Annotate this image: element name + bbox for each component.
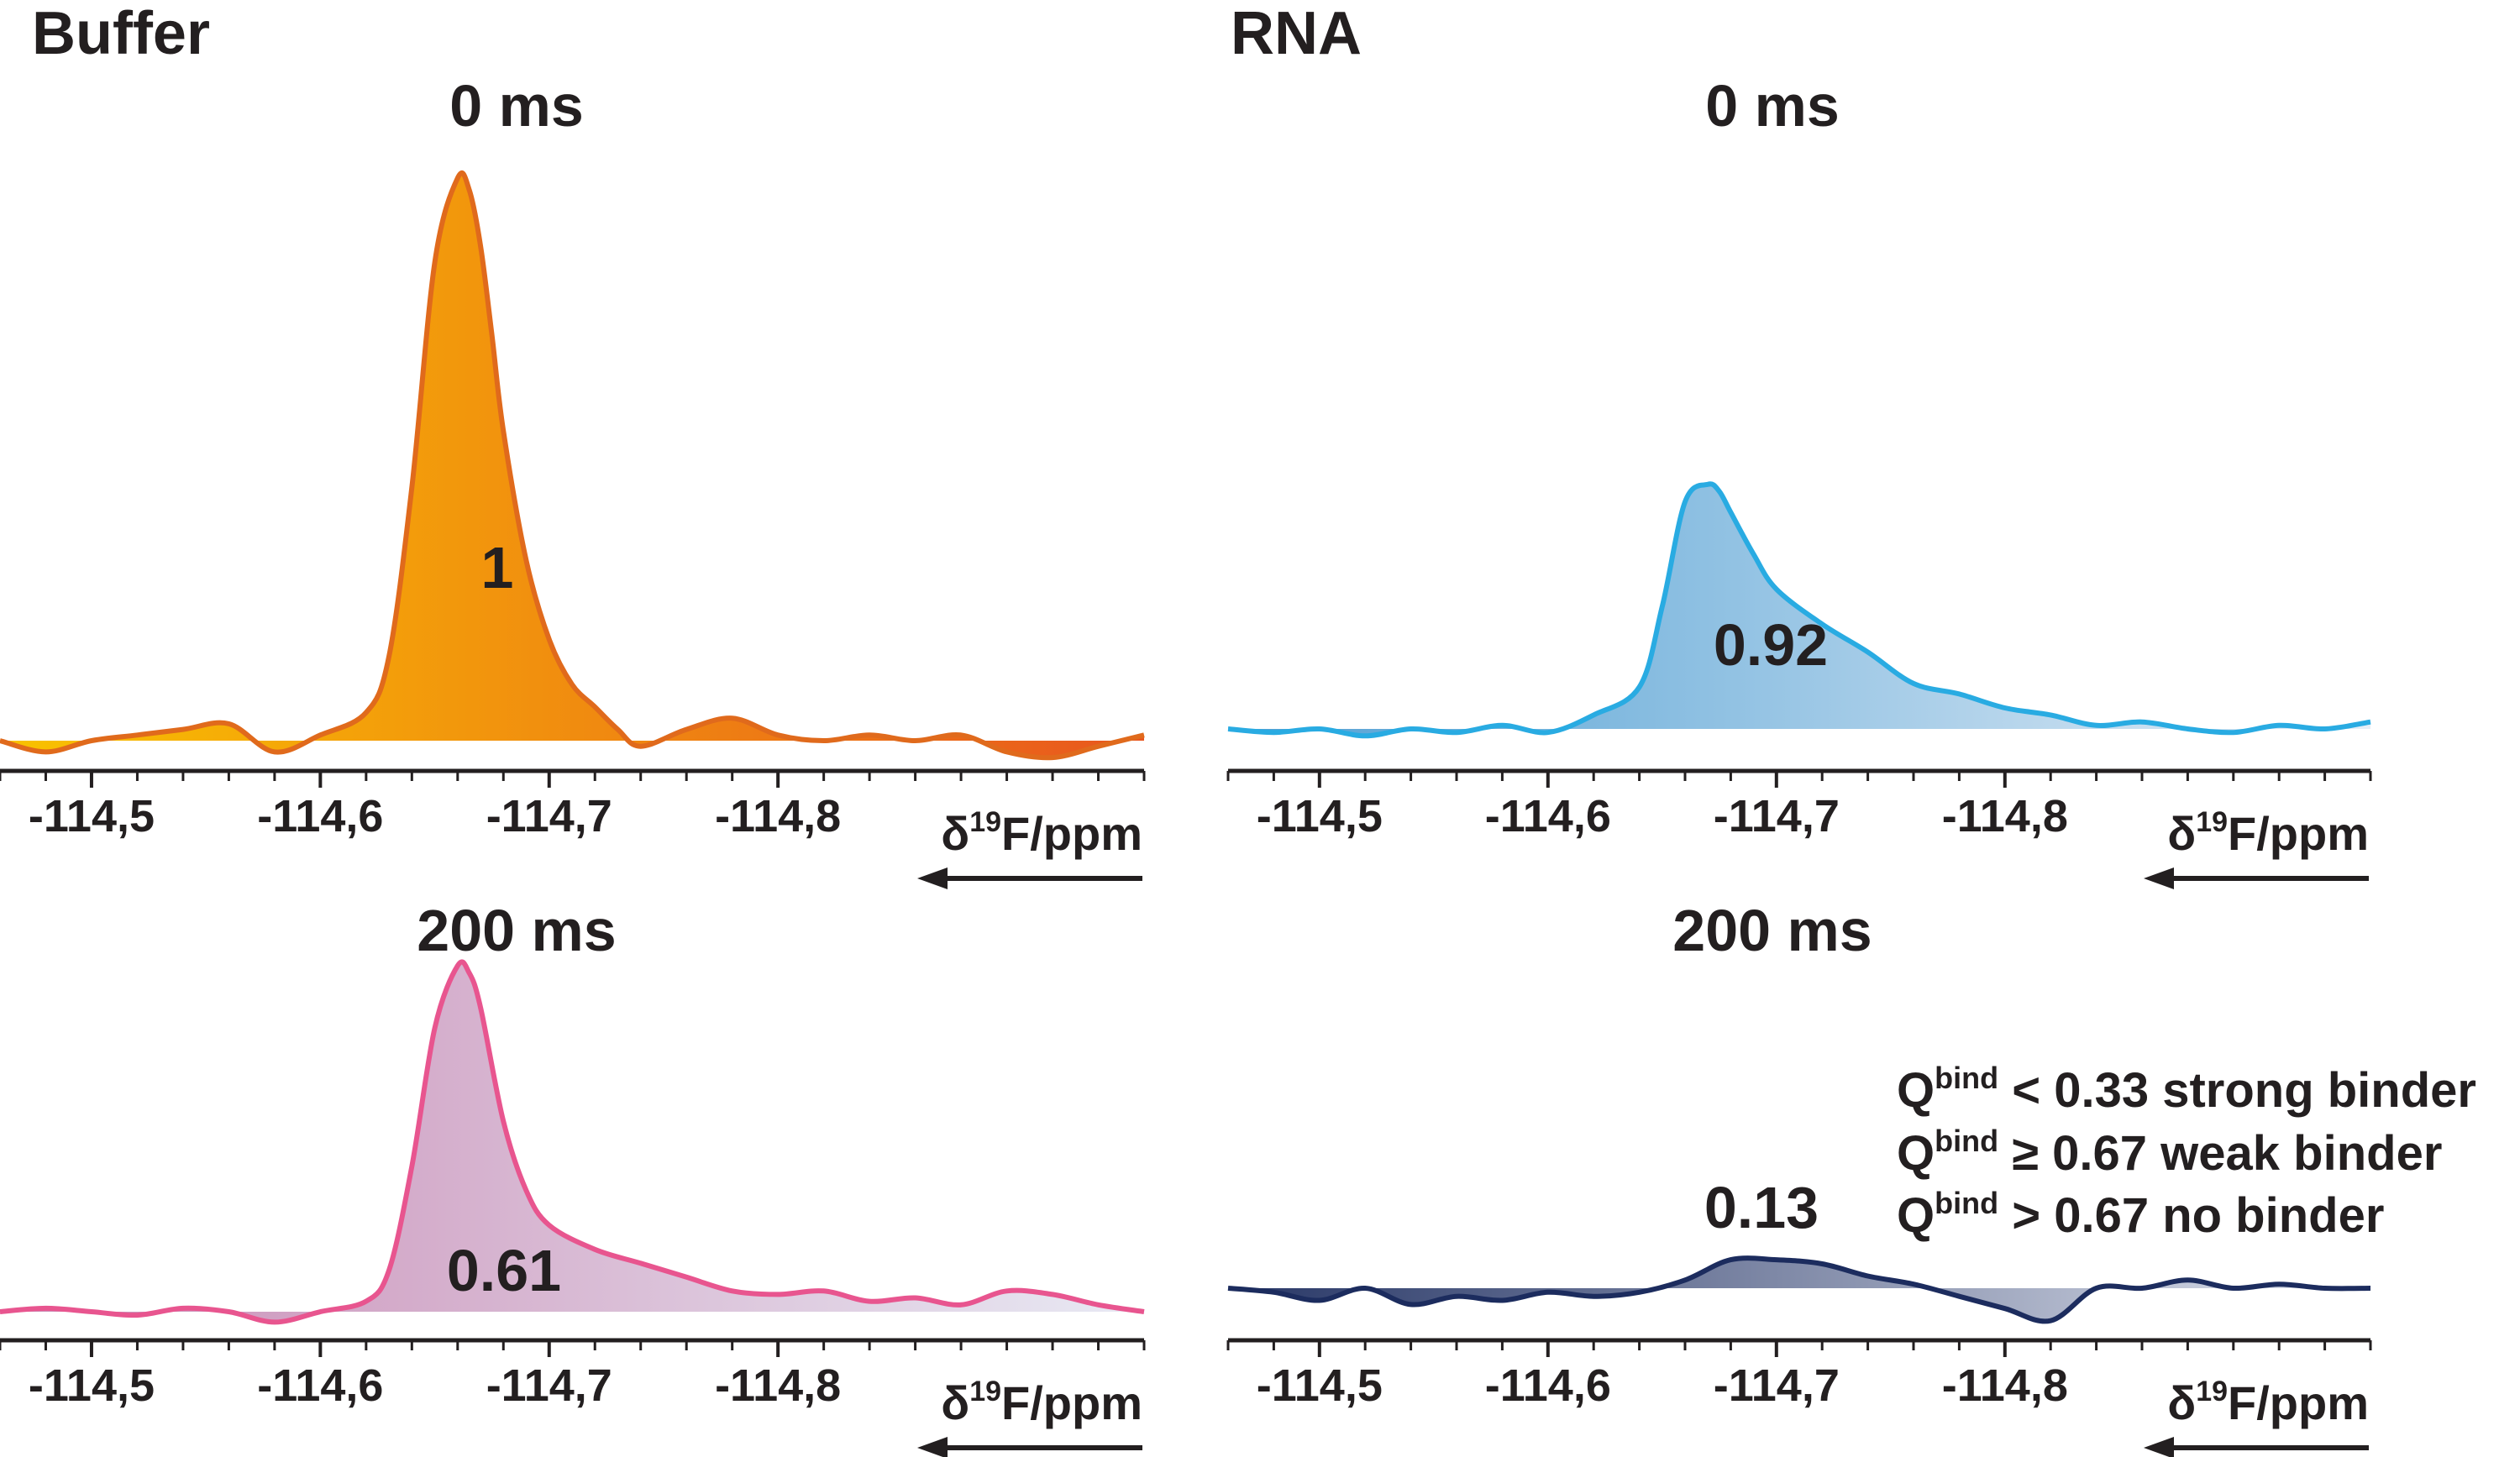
tick-label: -114,7 xyxy=(486,1360,612,1411)
integral-label: 0.92 xyxy=(1714,612,1828,678)
x-axis-label-sup: 19 xyxy=(2196,1376,2228,1407)
tick-label: -114,7 xyxy=(1714,1360,1840,1411)
spectrum-line xyxy=(0,170,1145,761)
legend-q: Q xyxy=(1897,1063,1935,1118)
x-axis-label-delta: δ xyxy=(2167,807,2196,860)
buffer-panel-title: Buffer xyxy=(32,0,210,67)
tick-label: -114,5 xyxy=(29,791,155,841)
spectrum-buffer-200ms: -114,5 -114,6 -114,7 -114,8 δ19F/ppm 200 ms 0.… xyxy=(0,898,1146,1457)
x-axis-label: δ19F/ppm xyxy=(2167,806,2369,860)
spectrum-fill xyxy=(0,962,1144,1323)
spectrum-line xyxy=(1227,481,2371,739)
legend-text: ≥ 0.67 weak binder xyxy=(1998,1126,2442,1181)
tick-label: -114,6 xyxy=(257,1360,383,1411)
legend-sup: bind xyxy=(1935,1124,1998,1158)
subplot-title: 0 ms xyxy=(1705,73,1840,139)
spectrum-line xyxy=(1227,1255,2371,1324)
legend-line-strong: Qbind < 0.33 strong binder xyxy=(1897,1061,2476,1118)
integral-label: 0.61 xyxy=(447,1238,561,1303)
spectrum-buffer-0ms: -114,5 -114,6 -114,7 -114,8 δ19F/ppm 0 ms 1 xyxy=(0,73,1146,889)
x-axis-label: δ19F/ppm xyxy=(941,1376,1142,1429)
x-axis-label: δ19F/ppm xyxy=(941,806,1142,860)
tick-label: -114,5 xyxy=(1257,791,1383,841)
spectrum-rna-200ms: -114,5 -114,6 -114,7 -114,8 δ19F/ppm 200 ms 0.… xyxy=(1226,898,2372,1457)
legend-text: < 0.33 strong binder xyxy=(1998,1063,2476,1118)
x-axis-label-sup: 19 xyxy=(969,1376,1001,1407)
tick-label: -114,7 xyxy=(486,791,612,841)
spectrum-rna-0ms: -114,5 -114,6 -114,7 -114,8 δ19F/ppm 0 ms 0.92 xyxy=(1226,73,2372,889)
direction-arrow-head xyxy=(2144,1437,2174,1457)
legend-sup: bind xyxy=(1935,1061,1998,1095)
spectrum-fill xyxy=(0,172,1144,758)
integral-label: 0.13 xyxy=(1704,1175,1819,1240)
integral-label: 1 xyxy=(481,535,514,600)
tick-label: -114,7 xyxy=(1714,791,1840,841)
x-axis-label-unit: F/ppm xyxy=(1001,1376,1142,1429)
spectrum-fill xyxy=(1228,1258,2370,1322)
x-axis-label: δ19F/ppm xyxy=(2167,1376,2369,1429)
legend-line-none: Qbind > 0.67 no binder xyxy=(1897,1186,2384,1243)
x-axis-label-unit: F/ppm xyxy=(1001,807,1142,860)
x-axis-label-sup: 19 xyxy=(2196,806,2228,838)
legend-text: > 0.67 no binder xyxy=(1998,1188,2384,1243)
rna-panel-title: RNA xyxy=(1231,0,1362,67)
direction-arrow-head xyxy=(917,867,948,889)
x-axis-label-sup: 19 xyxy=(969,806,1001,838)
legend-q: Q xyxy=(1897,1126,1935,1181)
tick-label: -114,6 xyxy=(1485,1360,1611,1411)
legend-sup: bind xyxy=(1935,1186,1998,1220)
tick-label: -114,8 xyxy=(715,1360,841,1411)
subplot-title: 200 ms xyxy=(417,898,616,963)
tick-label: -114,6 xyxy=(257,791,383,841)
direction-arrow-head xyxy=(2144,867,2174,889)
legend-line-weak: Qbind ≥ 0.67 weak binder xyxy=(1897,1124,2442,1181)
qbind-legend: Qbind < 0.33 strong binder Qbind ≥ 0.67 … xyxy=(1897,1061,2476,1243)
tick-label: -114,5 xyxy=(1257,1360,1383,1411)
tick-label: -114,8 xyxy=(715,791,841,841)
x-axis-label-unit: F/ppm xyxy=(2228,1376,2369,1429)
x-axis-label-unit: F/ppm xyxy=(2228,807,2369,860)
tick-label: -114,8 xyxy=(1942,791,2068,841)
tick-label: -114,5 xyxy=(29,1360,155,1411)
subplot-title: 200 ms xyxy=(1672,898,1872,963)
direction-arrow-head xyxy=(917,1437,948,1457)
x-axis-label-delta: δ xyxy=(2167,1376,2196,1429)
x-axis-label-delta: δ xyxy=(941,807,969,860)
spectrum-line xyxy=(0,959,1145,1325)
legend-q: Q xyxy=(1897,1188,1935,1243)
tick-label: -114,8 xyxy=(1942,1360,2068,1411)
subplot-title: 0 ms xyxy=(449,73,584,139)
x-axis-label-delta: δ xyxy=(941,1376,969,1429)
tick-label: -114,6 xyxy=(1485,791,1611,841)
